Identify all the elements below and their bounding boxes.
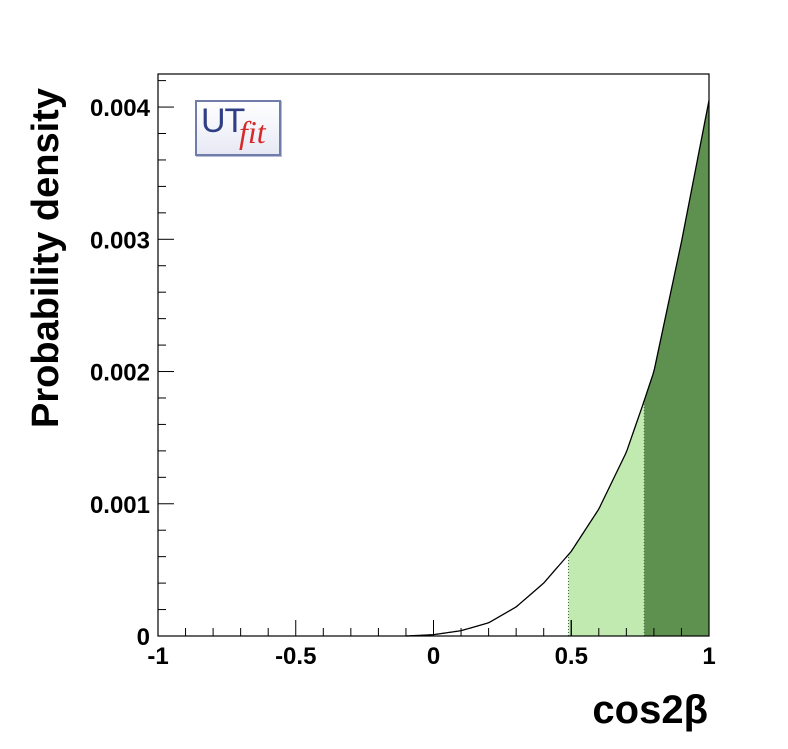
logo-fit-text: fit bbox=[239, 114, 266, 150]
density-curve bbox=[405, 100, 710, 637]
x-tick-label: 0.5 bbox=[555, 643, 588, 670]
x-tick-label: 1 bbox=[702, 643, 715, 670]
y-tick-label: 0.001 bbox=[90, 492, 150, 519]
y-axis-title: Probability density bbox=[25, 88, 67, 428]
x-tick-label: 0 bbox=[427, 643, 440, 670]
y-tick-label: 0.004 bbox=[90, 95, 151, 122]
x-axis-title: cos2β bbox=[592, 688, 708, 732]
x-tick-label: -1 bbox=[147, 643, 168, 670]
probability-bands bbox=[567, 100, 709, 636]
y-tick-label: 0.003 bbox=[90, 227, 150, 254]
band-1 bbox=[568, 400, 645, 636]
x-axis-ticks: -1 -0.5 0 0.5 1 bbox=[147, 620, 716, 670]
y-axis-ticks: 0 0.001 0.002 0.003 0.004 bbox=[90, 80, 174, 651]
logo-ut-text: UT bbox=[201, 102, 245, 140]
band-2 bbox=[644, 100, 709, 636]
y-tick-label: 0.002 bbox=[90, 360, 150, 387]
utfit-logo: UT fit bbox=[195, 100, 281, 156]
x-tick-label: -0.5 bbox=[275, 643, 316, 670]
y-tick-label: 0 bbox=[137, 624, 150, 651]
